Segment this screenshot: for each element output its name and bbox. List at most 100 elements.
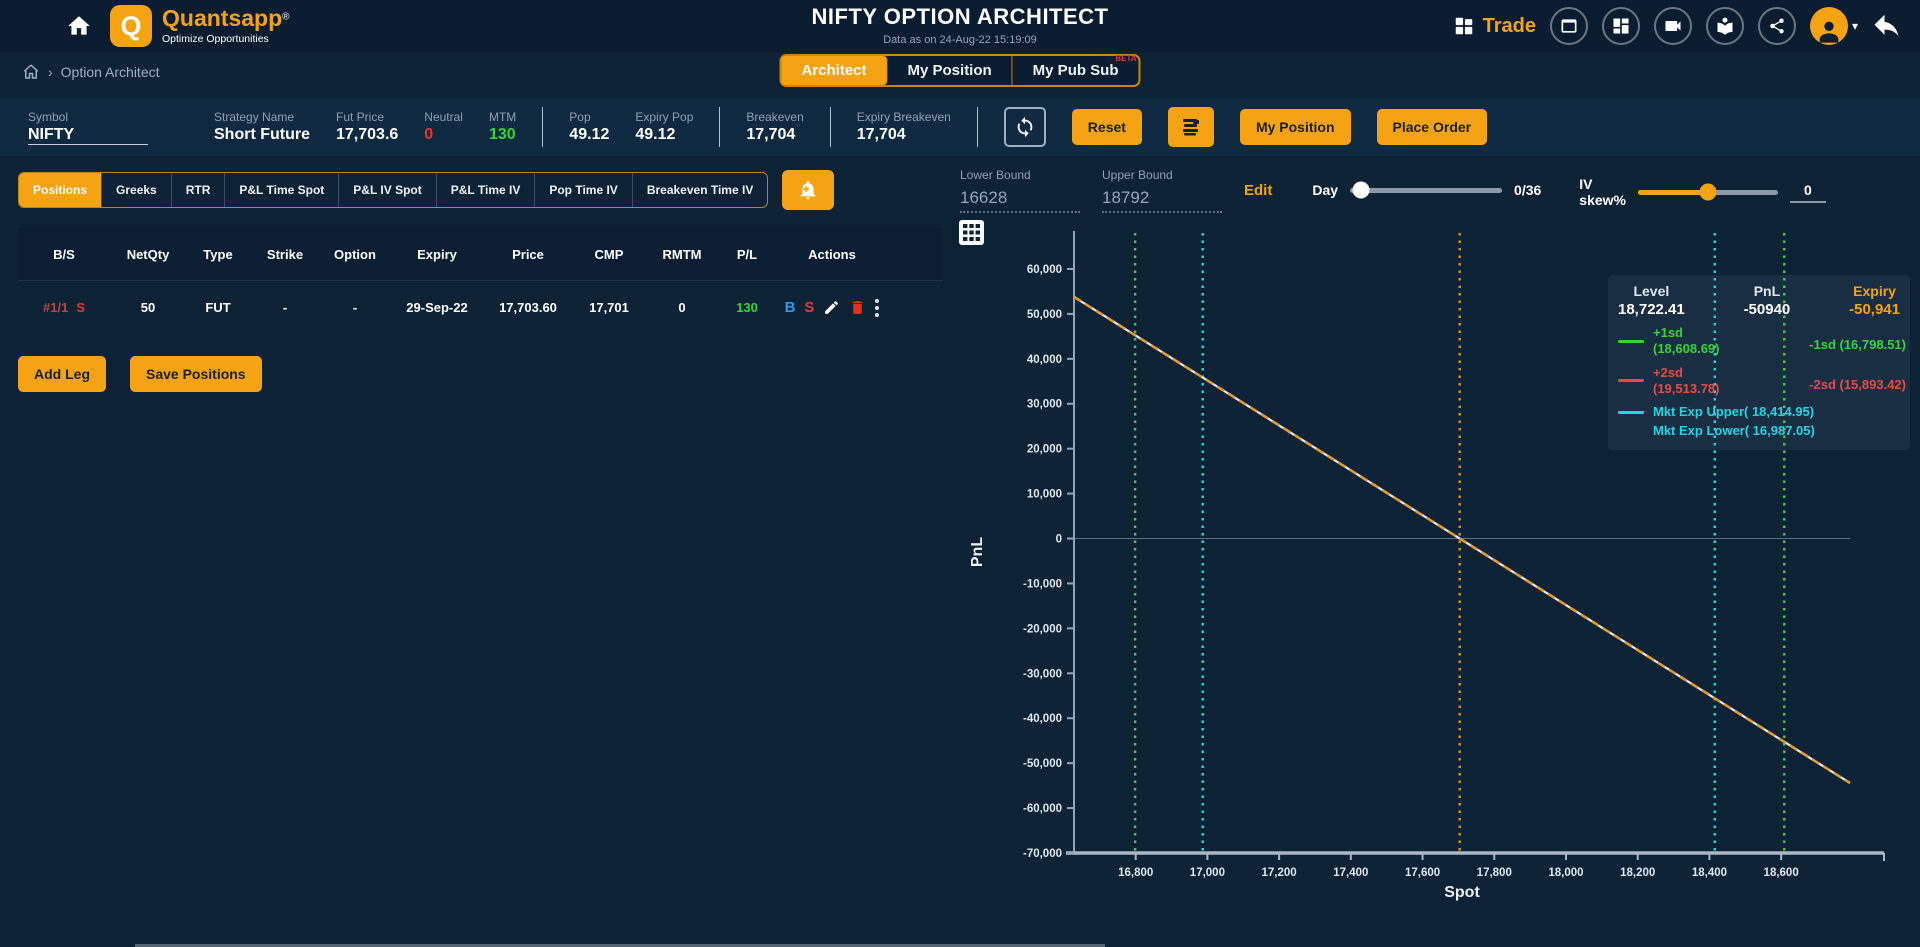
pnl-chart: 60,000 50,000 40,000 30,000 20,000 10,000 0 -10… <box>952 217 1920 914</box>
svg-text:18,400: 18,400 <box>1692 867 1727 879</box>
more-options-icon[interactable] <box>875 298 880 317</box>
svg-text:PnL: PnL <box>969 537 986 567</box>
tab-breakeven-time-iv[interactable]: Breakeven Time IV <box>646 183 754 197</box>
tab-architect[interactable]: Architect <box>781 56 888 85</box>
svg-text:-30,000: -30,000 <box>1023 668 1062 680</box>
video-icon[interactable] <box>1653 7 1692 45</box>
mtm-label: MTM <box>488 110 517 124</box>
hamburger-menu-icon[interactable] <box>18 20 48 32</box>
add-leg-button[interactable]: Add Leg <box>18 356 106 392</box>
cell-type: FUT <box>205 300 231 315</box>
payoff-chart-svg[interactable]: 60,000 50,000 40,000 30,000 20,000 10,000 0 -10… <box>952 217 1912 909</box>
lower-bound-input[interactable]: 16628 <box>960 188 1080 213</box>
tab-my-pub-sub[interactable]: My Pub Sub BETA <box>1032 54 1137 79</box>
svg-text:0: 0 <box>1056 534 1062 546</box>
svg-text:18,200: 18,200 <box>1620 867 1655 879</box>
tab-rtr[interactable]: RTR <box>172 173 226 207</box>
col-pl: P/L <box>736 246 758 262</box>
leg-number: #1/1 <box>43 300 69 315</box>
leg-side: S <box>76 300 85 315</box>
iv-skew-slider-fill <box>1637 189 1708 195</box>
my-position-button[interactable]: My Position <box>1239 109 1351 145</box>
breadcrumb-current: Option Architect <box>60 64 160 80</box>
window-edge <box>135 944 1105 947</box>
logo-q-icon: Q <box>110 5 152 47</box>
plus2sd-swatch <box>1618 379 1644 383</box>
buy-toggle[interactable]: B <box>784 299 796 316</box>
chart-panel: Lower Bound 16628 Upper Bound 18792 Edit… <box>952 156 1920 914</box>
edit-icon[interactable] <box>823 299 840 316</box>
edit-bounds-link[interactable]: Edit <box>1244 182 1273 199</box>
col-cmp: CMP <box>594 246 624 262</box>
plus2sd-value: (19,513.78) <box>1653 380 1720 396</box>
legend-row-1sd: +1sd (18,608.69) -1sd (16,798.51) <box>1618 325 1906 358</box>
chevron-down-icon: ▾ <box>1851 19 1858 33</box>
symbol-input[interactable]: NIFTY <box>28 126 148 145</box>
analysis-tab-group: Positions Greeks RTR P&L Time Spot P&L I… <box>18 172 769 208</box>
day-slider-track[interactable] <box>1350 181 1503 199</box>
share-icon[interactable] <box>1757 7 1796 45</box>
svg-text:50,000: 50,000 <box>1027 309 1062 321</box>
place-order-button[interactable]: Place Order <box>1376 109 1488 145</box>
cell-price: 17,703.60 <box>499 300 557 315</box>
legend-expiry-label: Expiry <box>1853 283 1896 299</box>
delete-icon[interactable] <box>849 299 866 316</box>
expiry-pop-label: Expiry Pop <box>635 110 694 124</box>
home-icon[interactable] <box>66 13 92 39</box>
col-expiry: Expiry <box>417 246 457 262</box>
tab-pl-iv-spot[interactable]: P&L IV Spot <box>339 173 437 207</box>
trade-button[interactable]: Trade <box>1453 15 1536 38</box>
reset-button[interactable]: Reset <box>1071 109 1142 145</box>
tab-pl-time-spot[interactable]: P&L Time Spot <box>225 173 340 207</box>
sub-bar: › Option Architect Architect My Position… <box>0 52 1920 92</box>
dashboard-icon[interactable] <box>1601 7 1640 45</box>
svg-text:Spot: Spot <box>1444 884 1480 901</box>
lower-bound-label: Lower Bound <box>960 168 1031 182</box>
legend-expiry-value: -50,941 <box>1849 301 1900 318</box>
iv-skew-slider-track[interactable] <box>1637 183 1778 201</box>
breadcrumb: › Option Architect <box>22 63 160 81</box>
divider <box>976 107 978 147</box>
cell-expiry: 29-Sep-22 <box>406 300 468 315</box>
legend-row-mkt-lower: Mkt Exp Lower( 16,987.05) <box>1618 423 1900 439</box>
svg-text:20,000: 20,000 <box>1027 444 1062 456</box>
tab-positions[interactable]: Positions <box>19 173 103 207</box>
breakeven-value: 17,704 <box>746 126 796 143</box>
svg-text:17,600: 17,600 <box>1405 867 1440 879</box>
iv-skew-slider-thumb[interactable] <box>1699 183 1717 201</box>
upper-bound-input[interactable]: 18792 <box>1102 188 1222 213</box>
learn-icon[interactable] <box>1705 7 1744 45</box>
cell-option: - <box>352 300 358 315</box>
col-rmtm: RMTM <box>662 246 702 262</box>
col-actions: Actions <box>808 246 856 262</box>
brand-reg: ® <box>282 11 290 23</box>
day-slider-thumb[interactable] <box>1352 181 1370 199</box>
window-icon[interactable] <box>1549 7 1588 45</box>
strategy-list-button[interactable] <box>1167 107 1214 147</box>
mkt-exp-lower-value: Mkt Exp Lower( 16,987.05) <box>1653 423 1815 439</box>
svg-text:-40,000: -40,000 <box>1023 713 1062 725</box>
positions-panel: Positions Greeks RTR P&L Time Spot P&L I… <box>0 156 952 914</box>
tab-pop-time-iv[interactable]: Pop Time IV <box>535 173 633 207</box>
refresh-button[interactable] <box>1003 107 1046 147</box>
breadcrumb-home-icon[interactable] <box>22 63 40 81</box>
day-slider-value: 0/36 <box>1514 182 1542 199</box>
alert-button[interactable] <box>782 170 835 210</box>
legend-row-mkt-upper: Mkt Exp Upper( 18,414.95) <box>1618 404 1900 420</box>
col-netqty: NetQty <box>126 246 170 262</box>
svg-text:60,000: 60,000 <box>1027 264 1062 276</box>
tab-pl-time-iv[interactable]: P&L Time IV <box>437 173 536 207</box>
col-price: Price <box>512 246 544 262</box>
tab-greeks[interactable]: Greeks <box>102 173 172 207</box>
save-positions-button[interactable]: Save Positions <box>130 356 262 392</box>
cell-netqty: 50 <box>140 300 156 315</box>
plus1sd-value: (18,608.69) <box>1653 341 1720 357</box>
minus2sd-value: -2sd (15,893.42) <box>1809 376 1906 392</box>
table-view-icon[interactable] <box>958 219 985 251</box>
tab-my-position[interactable]: My Position <box>888 56 1013 85</box>
cell-strike: - <box>282 300 288 315</box>
user-avatar[interactable]: ▾ <box>1809 7 1858 45</box>
quantsapp-logo[interactable]: Q Quantsapp® Optimize Opportunities <box>110 5 290 47</box>
back-arrow-icon[interactable] <box>1872 11 1902 41</box>
sell-toggle[interactable]: S <box>804 299 815 316</box>
